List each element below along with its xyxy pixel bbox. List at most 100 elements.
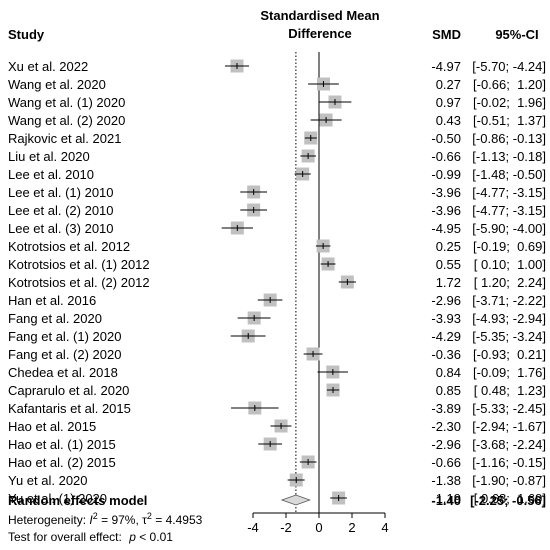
header-effect-line1: Standardised Mean — [260, 8, 379, 23]
study-label: Han et al. 2016 — [8, 293, 96, 308]
x-tick-label: 2 — [348, 520, 355, 535]
study-label: Hao et al. (1) 2015 — [8, 437, 116, 452]
study-smd: -0.66 — [431, 455, 461, 470]
study-ci: [ 0.68; 1.69] — [474, 491, 546, 506]
study-smd: -1.38 — [431, 473, 461, 488]
i2-value: 97% — [111, 513, 135, 527]
study-ci: [-0.02; 1.96] — [473, 95, 546, 110]
study-smd: 0.43 — [436, 113, 461, 128]
study-ci: [-2.94; -1.67] — [472, 419, 546, 434]
study-ci: [-0.86; -0.13] — [472, 131, 546, 146]
study-label: Wang et al. 2020 — [8, 77, 106, 92]
study-ci: [-1.16; -0.15] — [472, 455, 546, 470]
x-tick-label: 4 — [381, 520, 388, 535]
study-label: Lee et al. (2) 2010 — [8, 203, 114, 218]
study-label: Wang et al. (1) 2020 — [8, 95, 125, 110]
p-symbol: p — [128, 530, 136, 544]
study-smd: -4.29 — [431, 329, 461, 344]
study-label: Wang et al. (2) 2020 — [8, 113, 125, 128]
study-ci: [-0.66; 1.20] — [473, 77, 546, 92]
study-label: Yu et al. (1) 2020 — [8, 491, 107, 506]
study-smd: 0.84 — [436, 365, 461, 380]
plot-marks — [221, 52, 356, 513]
study-smd: -0.36 — [431, 347, 461, 362]
study-label: Kotrotsios et al. (1) 2012 — [8, 257, 150, 272]
pooled-label: Random effects model — [8, 493, 147, 508]
study-label: Yu et al. 2020 — [8, 473, 88, 488]
x-tick-label: 0 — [315, 520, 322, 535]
study-label: Lee et al. 2010 — [8, 167, 94, 182]
study-ci: [ 0.48; 1.23] — [474, 383, 546, 398]
study-ci: [-1.90; -0.87] — [472, 473, 546, 488]
study-ci: [-1.48; -0.50] — [472, 167, 546, 182]
study-smd: -4.95 — [431, 221, 461, 236]
study-ci: [-5.35; -3.24] — [472, 329, 546, 344]
header-ci: 95%-CI — [495, 27, 538, 42]
study-rows: Xu et al. 2022 -4.97 [-5.70; -4.24] Wang et… — [8, 59, 546, 506]
study-label: Lee et al. (1) 2010 — [8, 185, 114, 200]
study-ci: [-0.19; 0.69] — [473, 239, 546, 254]
study-smd: 1.19 — [436, 491, 461, 506]
study-label: Xu et al. 2022 — [8, 59, 88, 74]
study-smd: 0.25 — [436, 239, 461, 254]
study-ci: [-4.93; -2.94] — [472, 311, 546, 326]
study-label: Lee et al. (3) 2010 — [8, 221, 114, 236]
study-smd: 0.27 — [436, 77, 461, 92]
study-ci: [-5.90; -4.00] — [472, 221, 546, 236]
pooled-ci: [-2.25; -0.56] — [470, 493, 546, 508]
study-label: Fang et al. (2) 2020 — [8, 347, 121, 362]
pooled-smd: -1.40 — [431, 493, 461, 508]
tau2-symbol: τ — [142, 513, 147, 527]
study-label: Caprarulo et al. 2020 — [8, 383, 129, 398]
tau2-value: 4.4953 — [166, 513, 203, 527]
study-ci: [ 0.10; 1.00] — [474, 257, 546, 272]
header-effect-line2: Difference — [288, 26, 352, 41]
study-label: Hao et al. 2015 — [8, 419, 96, 434]
study-ci: [-1.13; -0.18] — [472, 149, 546, 164]
study-ci: [-3.68; -2.24] — [472, 437, 546, 452]
study-smd: -2.30 — [431, 419, 461, 434]
study-ci: [ 1.20; 2.24] — [474, 275, 546, 290]
study-label: Hao et al. (2) 2015 — [8, 455, 116, 470]
header-smd: SMD — [432, 27, 461, 42]
overall-effect-text: Test for overall effect: p < 0.01 — [8, 530, 173, 544]
x-tick-label: -4 — [247, 520, 259, 535]
study-label: Kafantaris et al. 2015 — [8, 401, 131, 416]
study-smd: -3.96 — [431, 203, 461, 218]
study-smd: 0.55 — [436, 257, 461, 272]
study-label: Liu et al. 2020 — [8, 149, 90, 164]
x-axis: -4 -2 0 2 4 — [247, 512, 389, 535]
study-label: Rajkovic et al. 2021 — [8, 131, 121, 146]
p-value: < 0.01 — [139, 530, 173, 544]
study-smd: -2.96 — [431, 293, 461, 308]
study-label: Kotrotsios et al. 2012 — [8, 239, 130, 254]
study-ci: [-4.77; -3.15] — [472, 185, 546, 200]
study-smd: -3.96 — [431, 185, 461, 200]
study-smd: -0.66 — [431, 149, 461, 164]
study-label: Fang et al. (1) 2020 — [8, 329, 121, 344]
heterogeneity-text: Heterogeneity: I2 = 97%, τ2 = 4.4953 — [8, 511, 203, 527]
x-tick-label: -2 — [280, 520, 292, 535]
study-smd: -4.97 — [431, 59, 461, 74]
study-label: Kotrotsios et al. (2) 2012 — [8, 275, 150, 290]
study-label: Chedea et al. 2018 — [8, 365, 118, 380]
study-ci: [-0.09; 1.76] — [473, 365, 546, 380]
study-ci: [-0.93; 0.21] — [473, 347, 546, 362]
study-ci: [-3.71; -2.22] — [472, 293, 546, 308]
study-smd: -3.89 — [431, 401, 461, 416]
study-ci: [-4.77; -3.15] — [472, 203, 546, 218]
study-smd: -0.99 — [431, 167, 461, 182]
study-label: Fang et al. 2020 — [8, 311, 102, 326]
study-smd: 0.85 — [436, 383, 461, 398]
study-smd: -3.93 — [431, 311, 461, 326]
study-smd: 1.72 — [436, 275, 461, 290]
study-smd: 0.97 — [436, 95, 461, 110]
study-ci: [-0.51; 1.37] — [473, 113, 546, 128]
study-ci: [-5.70; -4.24] — [472, 59, 546, 74]
overall-effect-label: Test for overall effect: — [8, 530, 122, 544]
i2-symbol: I — [89, 513, 93, 527]
study-smd: -0.50 — [431, 131, 461, 146]
study-smd: -2.96 — [431, 437, 461, 452]
study-ci: [-5.33; -2.45] — [472, 401, 546, 416]
